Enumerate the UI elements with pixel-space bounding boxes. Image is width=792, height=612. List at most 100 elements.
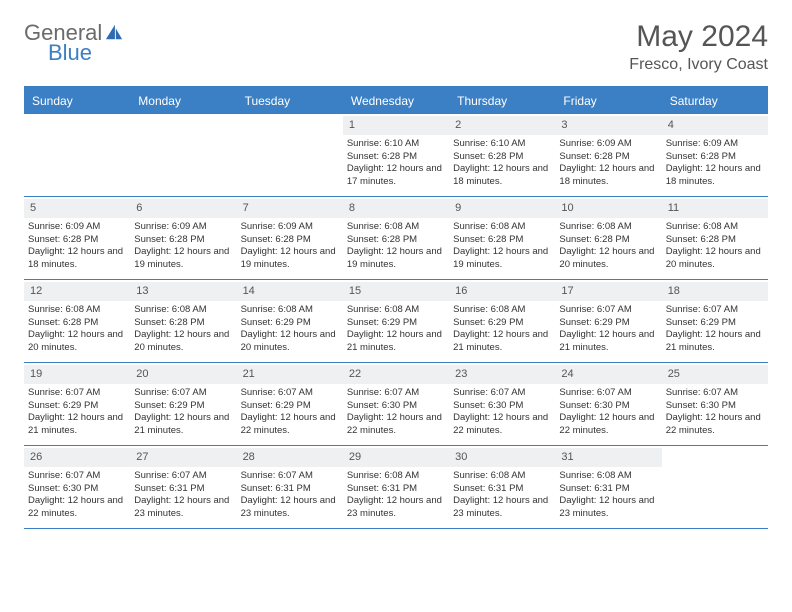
daylight-text: Daylight: 12 hours and 22 minutes. <box>241 412 339 438</box>
daylight-text: Daylight: 12 hours and 21 minutes. <box>666 329 764 355</box>
page-title: May 2024 <box>629 20 768 54</box>
day-cell: 28Sunrise: 6:07 AMSunset: 6:31 PMDayligh… <box>237 446 343 528</box>
daylight-text: Daylight: 12 hours and 23 minutes. <box>559 495 657 521</box>
sunset-text: Sunset: 6:30 PM <box>559 400 657 413</box>
day-cell: 18 Sunrise: 6:07 AMSunset: 6:29 PMDayligh… <box>662 280 768 362</box>
daylight-text: Daylight: 12 hours and 20 minutes. <box>28 329 126 355</box>
sunset-text: Sunset: 6:29 PM <box>453 317 551 330</box>
daylight-text: Daylight: 12 hours and 21 minutes. <box>28 412 126 438</box>
day-number: 15 <box>343 282 449 301</box>
sunrise-text: Sunrise: 6:08 AM <box>559 470 657 483</box>
daylight-text: Daylight: 12 hours and 22 minutes. <box>559 412 657 438</box>
sunset-text: Sunset: 6:28 PM <box>134 234 232 247</box>
day-number: 17 <box>555 282 661 301</box>
sunrise-text: Sunrise: 6:07 AM <box>347 387 445 400</box>
daylight-text: Daylight: 12 hours and 19 minutes. <box>347 246 445 272</box>
week-row: 26Sunrise: 6:07 AMSunset: 6:30 PMDayligh… <box>24 446 768 529</box>
week-row: 12Sunrise: 6:08 AMSunset: 6:28 PMDayligh… <box>24 280 768 363</box>
day-number: 11 <box>662 199 768 218</box>
weekday-header: Monday <box>130 88 236 114</box>
day-number: 31 <box>555 448 661 467</box>
sunrise-text: Sunrise: 6:10 AM <box>453 138 551 151</box>
sunrise-text: Sunrise: 6:07 AM <box>559 387 657 400</box>
weekday-header: Tuesday <box>237 88 343 114</box>
sunset-text: Sunset: 6:28 PM <box>559 234 657 247</box>
daylight-text: Daylight: 12 hours and 20 minutes. <box>666 246 764 272</box>
day-number: 12 <box>24 282 130 301</box>
weekday-header: Saturday <box>662 88 768 114</box>
daylight-text: Daylight: 12 hours and 23 minutes. <box>347 495 445 521</box>
sunset-text: Sunset: 6:28 PM <box>347 151 445 164</box>
logo: GeneralBlue <box>24 20 124 66</box>
daylight-text: Daylight: 12 hours and 18 minutes. <box>28 246 126 272</box>
sunrise-text: Sunrise: 6:07 AM <box>666 304 764 317</box>
sunrise-text: Sunrise: 6:07 AM <box>241 387 339 400</box>
weeks-container: 1Sunrise: 6:10 AMSunset: 6:28 PMDaylight… <box>24 114 768 529</box>
day-cell: 29 Sunrise: 6:08 AMSunset: 6:31 PMDayligh… <box>343 446 449 528</box>
day-cell: 16Sunrise: 6:08 AMSunset: 6:29 PMDayligh… <box>449 280 555 362</box>
sunrise-text: Sunrise: 6:07 AM <box>559 304 657 317</box>
sunset-text: Sunset: 6:29 PM <box>347 317 445 330</box>
sunset-text: Sunset: 6:31 PM <box>559 483 657 496</box>
day-number: 18 <box>662 282 768 301</box>
sunrise-text: Sunrise: 6:08 AM <box>559 221 657 234</box>
day-cell <box>237 114 343 196</box>
sunset-text: Sunset: 6:31 PM <box>347 483 445 496</box>
sunrise-text: Sunrise: 6:07 AM <box>134 387 232 400</box>
day-cell: 10Sunrise: 6:08 AMSunset: 6:28 PMDayligh… <box>555 197 661 279</box>
day-number: 16 <box>449 282 555 301</box>
day-number: 26 <box>24 448 130 467</box>
daylight-text: Daylight: 12 hours and 19 minutes. <box>134 246 232 272</box>
calendar: SundayMondayTuesdayWednesdayThursdayFrid… <box>24 86 768 529</box>
day-cell: 15Sunrise: 6:08 AMSunset: 6:29 PMDayligh… <box>343 280 449 362</box>
daylight-text: Daylight: 12 hours and 21 minutes. <box>453 329 551 355</box>
sunset-text: Sunset: 6:28 PM <box>28 317 126 330</box>
daylight-text: Daylight: 12 hours and 18 minutes. <box>666 163 764 189</box>
weekday-header: Wednesday <box>343 88 449 114</box>
sunrise-text: Sunrise: 6:08 AM <box>28 304 126 317</box>
sunset-text: Sunset: 6:29 PM <box>666 317 764 330</box>
sunrise-text: Sunrise: 6:07 AM <box>666 387 764 400</box>
day-number: 27 <box>130 448 236 467</box>
day-cell: 6 Sunrise: 6:09 AMSunset: 6:28 PMDaylight… <box>130 197 236 279</box>
sunset-text: Sunset: 6:28 PM <box>347 234 445 247</box>
weekday-header: Sunday <box>24 88 130 114</box>
title-block: May 2024 Fresco, Ivory Coast <box>629 20 768 74</box>
day-number: 9 <box>449 199 555 218</box>
day-cell: 4Sunrise: 6:09 AMSunset: 6:28 PMDaylight… <box>662 114 768 196</box>
day-number: 14 <box>237 282 343 301</box>
day-number: 23 <box>449 365 555 384</box>
daylight-text: Daylight: 12 hours and 18 minutes. <box>453 163 551 189</box>
week-row: 5Sunrise: 6:09 AMSunset: 6:28 PMDaylight… <box>24 197 768 280</box>
daylight-text: Daylight: 12 hours and 20 minutes. <box>241 329 339 355</box>
day-number: 29 <box>343 448 449 467</box>
day-number: 13 <box>130 282 236 301</box>
sunset-text: Sunset: 6:28 PM <box>559 151 657 164</box>
day-number: 8 <box>343 199 449 218</box>
sunrise-text: Sunrise: 6:09 AM <box>28 221 126 234</box>
sunrise-text: Sunrise: 6:09 AM <box>666 138 764 151</box>
day-cell: 21Sunrise: 6:07 AMSunset: 6:29 PMDayligh… <box>237 363 343 445</box>
sunset-text: Sunset: 6:28 PM <box>28 234 126 247</box>
day-cell: 23Sunrise: 6:07 AMSunset: 6:30 PMDayligh… <box>449 363 555 445</box>
sunrise-text: Sunrise: 6:09 AM <box>241 221 339 234</box>
day-cell: 12 Sunrise: 6:08 AMSunset: 6:28 PMDayligh… <box>24 280 130 362</box>
sunrise-text: Sunrise: 6:09 AM <box>134 221 232 234</box>
week-row: 1Sunrise: 6:10 AMSunset: 6:28 PMDaylight… <box>24 114 768 197</box>
day-number: 10 <box>555 199 661 218</box>
sunset-text: Sunset: 6:28 PM <box>453 151 551 164</box>
day-cell <box>130 114 236 196</box>
day-cell: 9Sunrise: 6:08 AMSunset: 6:28 PMDaylight… <box>449 197 555 279</box>
sunset-text: Sunset: 6:28 PM <box>241 234 339 247</box>
day-cell: 24Sunrise: 6:07 AMSunset: 6:30 PMDayligh… <box>555 363 661 445</box>
day-cell: 2 Sunrise: 6:10 AMSunset: 6:28 PMDaylight… <box>449 114 555 196</box>
daylight-text: Daylight: 12 hours and 18 minutes. <box>559 163 657 189</box>
day-number: 30 <box>449 448 555 467</box>
sunset-text: Sunset: 6:31 PM <box>134 483 232 496</box>
sunrise-text: Sunrise: 6:08 AM <box>666 221 764 234</box>
day-cell: 8Sunrise: 6:08 AMSunset: 6:28 PMDaylight… <box>343 197 449 279</box>
day-number: 2 <box>449 116 555 135</box>
day-number: 6 <box>130 199 236 218</box>
day-cell: 3Sunrise: 6:09 AMSunset: 6:28 PMDaylight… <box>555 114 661 196</box>
sunrise-text: Sunrise: 6:08 AM <box>347 470 445 483</box>
